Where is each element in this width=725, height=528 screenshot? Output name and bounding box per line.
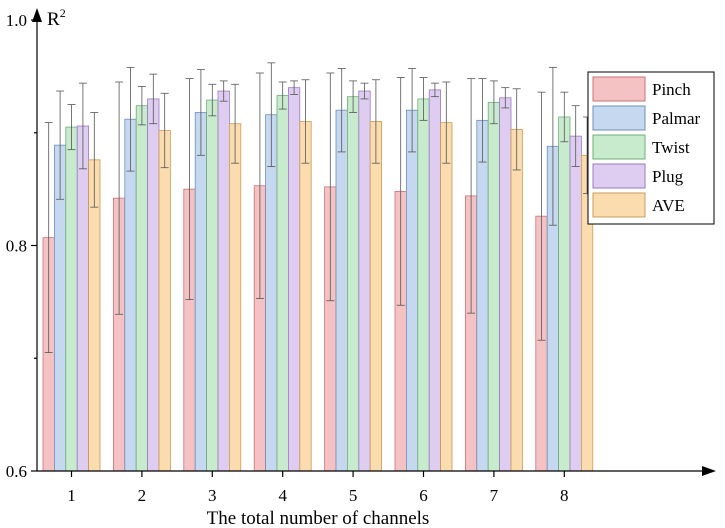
- bar-twist-3: [206, 99, 219, 472]
- bar-palmar-4: [265, 114, 278, 472]
- x-axis: The total number of channels: [37, 466, 716, 528]
- error-bar-pinch-3: [185, 78, 194, 301]
- y-ticks: 0.6 0.8 1.0: [6, 11, 37, 481]
- error-bar-pinch-1: [44, 122, 53, 354]
- error-bar-twist-7: [489, 80, 498, 125]
- error-bar-palmar-3: [196, 69, 205, 156]
- legend: Pinch Palmar Twist Plug AVE: [587, 71, 715, 225]
- x-tick-label-2: 2: [138, 486, 147, 505]
- error-bar-palmar-7: [478, 78, 487, 163]
- error-bar-twist-8: [560, 91, 569, 143]
- bar-ave-4: [299, 121, 312, 472]
- x-tick-label-8: 8: [560, 486, 569, 505]
- x-axis-title: The total number of channels: [207, 508, 430, 528]
- x-axis-arrow: [702, 466, 716, 476]
- bar-plug-8: [569, 135, 582, 472]
- legend-swatch-pinch: [592, 76, 646, 102]
- x-tick-label-1: 1: [67, 486, 76, 505]
- y-axis-label: R2: [47, 6, 66, 30]
- bar-plug-3: [217, 90, 230, 472]
- error-bar-plug-4: [290, 80, 299, 95]
- error-bar-plug-7: [501, 87, 510, 109]
- error-bar-plug-8: [571, 105, 580, 167]
- bar-twist-5: [346, 96, 360, 472]
- error-bar-ave-7: [512, 88, 521, 171]
- error-bar-palmar-5: [337, 68, 346, 153]
- bar-ave-2: [158, 130, 171, 472]
- error-bar-twist-1: [67, 104, 76, 151]
- legend-label-palmar: Palmar: [652, 109, 700, 128]
- x-ticks: 1 2 3 4 5 6 7 8: [67, 471, 569, 505]
- y-tick-label-0.8: 0.8: [6, 237, 27, 256]
- bar-plug-2: [147, 98, 160, 472]
- error-bar-pinch-8: [537, 91, 546, 341]
- error-bar-ave-4: [301, 79, 310, 164]
- error-bar-twist-6: [419, 77, 428, 121]
- legend-label-pinch: Pinch: [652, 80, 691, 99]
- bar-palmar-6: [405, 109, 419, 472]
- error-bar-twist-5: [349, 80, 358, 113]
- error-bar-twist-2: [137, 86, 146, 126]
- bar-plug-6: [428, 89, 442, 472]
- error-bar-ave-3: [231, 83, 240, 164]
- bar-twist-2: [135, 105, 148, 472]
- bar-twist-1: [65, 126, 78, 472]
- y-tick-label-1.0: 1.0: [6, 11, 27, 30]
- x-tick-label-7: 7: [490, 486, 499, 505]
- bar-ave-5: [369, 121, 383, 472]
- error-bars-group: [44, 62, 592, 354]
- y-axis-arrow: [32, 8, 42, 22]
- legend-swatch-twist: [592, 134, 646, 160]
- bar-palmar-2: [124, 118, 137, 472]
- legend-label-twist: Twist: [652, 138, 690, 157]
- bar-ave-3: [228, 123, 242, 472]
- error-bar-plug-3: [219, 80, 228, 102]
- error-bar-ave-6: [442, 81, 451, 164]
- bar-ave-6: [440, 122, 453, 472]
- bar-palmar-3: [194, 112, 207, 472]
- bar-ave-7: [510, 128, 523, 472]
- legend-label-ave: AVE: [652, 196, 685, 215]
- error-bar-plug-5: [360, 82, 369, 100]
- error-bar-plug-6: [430, 82, 439, 98]
- error-bar-pinch-4: [255, 72, 264, 299]
- bar-twist-4: [276, 95, 289, 472]
- error-bar-pinch-2: [115, 81, 124, 315]
- error-bar-pinch-5: [326, 72, 335, 302]
- bar-twist-7: [487, 101, 501, 472]
- bar-palmar-7: [476, 119, 489, 472]
- x-tick-label-6: 6: [419, 486, 428, 505]
- error-bar-palmar-2: [126, 66, 135, 172]
- legend-swatch-palmar: [592, 105, 646, 131]
- legend-swatch-plug: [592, 163, 646, 189]
- error-bar-ave-5: [371, 79, 380, 164]
- error-bar-palmar-6: [408, 68, 417, 153]
- bars-group: [42, 87, 594, 472]
- y-tick-label-0.6: 0.6: [6, 462, 27, 481]
- error-bar-pinch-6: [396, 77, 405, 306]
- error-bar-ave-2: [160, 92, 169, 169]
- bar-plug-1: [76, 125, 89, 472]
- error-bar-palmar-1: [56, 90, 65, 200]
- error-bar-palmar-8: [548, 66, 557, 226]
- bar-plug-4: [287, 87, 301, 472]
- bar-palmar-5: [335, 109, 348, 472]
- error-bar-ave-1: [90, 112, 99, 208]
- x-tick-label-3: 3: [208, 486, 217, 505]
- legend-label-plug: Plug: [652, 167, 684, 186]
- error-bar-palmar-4: [267, 62, 276, 167]
- bar-plug-5: [358, 90, 371, 472]
- x-tick-label-5: 5: [349, 486, 358, 505]
- bar-twist-8: [558, 116, 571, 472]
- error-bar-plug-1: [78, 82, 87, 170]
- error-bar-twist-3: [208, 83, 217, 117]
- error-bar-twist-4: [278, 81, 287, 110]
- x-tick-label-4: 4: [278, 486, 287, 505]
- bar-plug-7: [499, 97, 512, 472]
- error-bar-pinch-7: [467, 78, 476, 314]
- bar-twist-6: [417, 98, 430, 472]
- error-bar-plug-2: [149, 73, 158, 125]
- legend-swatch-ave: [592, 192, 646, 218]
